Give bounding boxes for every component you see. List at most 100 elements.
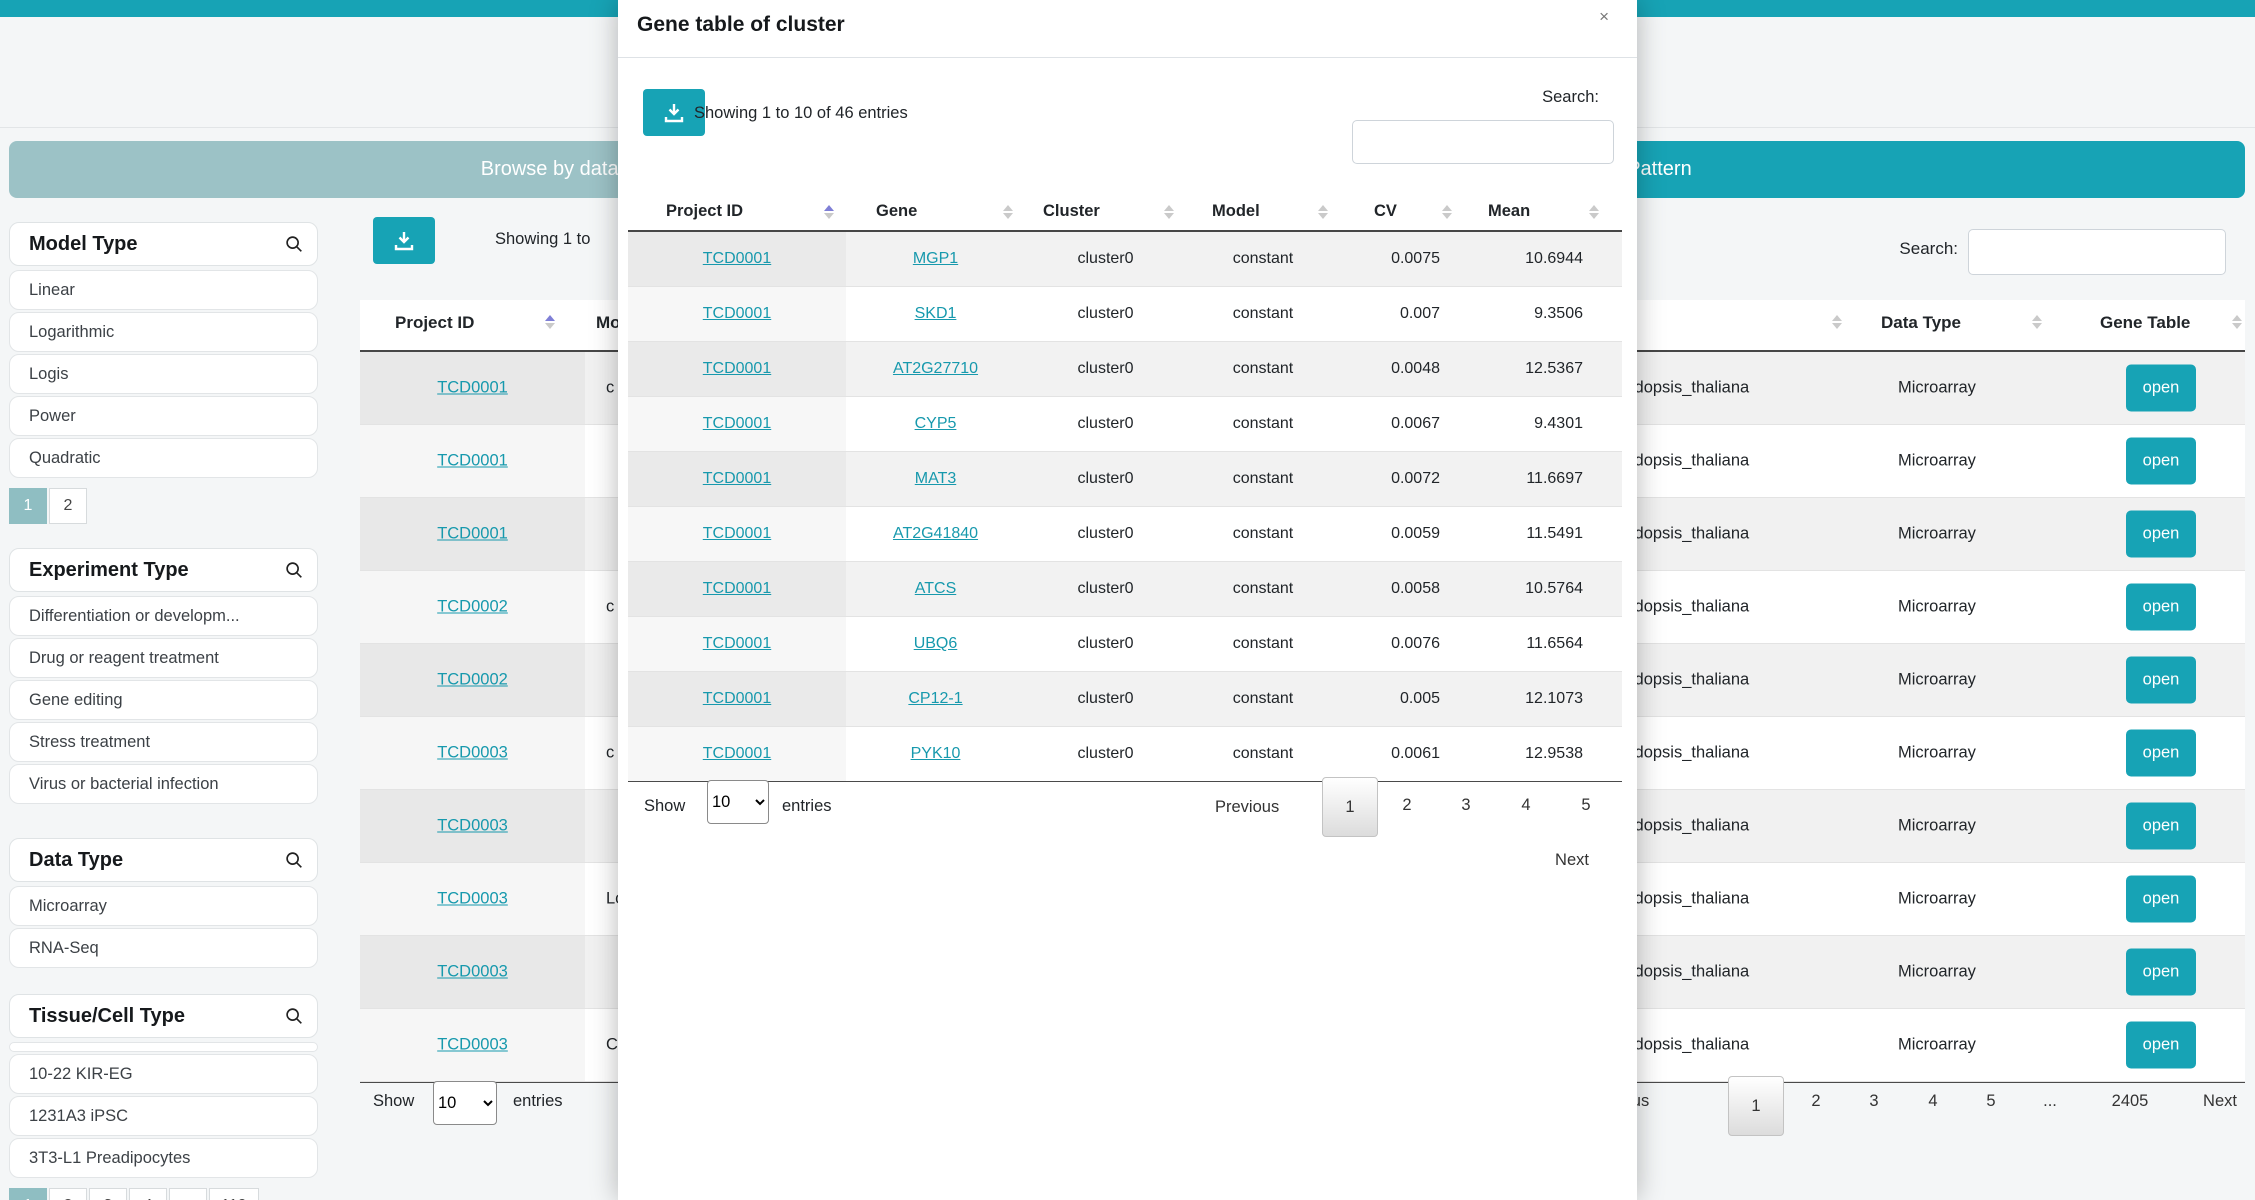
search-icon[interactable] (283, 1005, 305, 1027)
page-button[interactable]: 4 (1521, 796, 1531, 814)
gene-link[interactable]: ATCS (914, 580, 957, 597)
column-header-model[interactable]: Model (1212, 202, 1260, 220)
sort-icon[interactable] (1164, 204, 1174, 219)
page-button[interactable]: 2 (1402, 796, 1412, 814)
sidebar-item-differentiation[interactable]: Differentiation or developm... (9, 596, 318, 636)
project-link[interactable]: TCD0001 (702, 470, 772, 487)
sort-icon[interactable] (1442, 204, 1452, 219)
modal-search-input[interactable] (1352, 120, 1614, 164)
project-link[interactable]: TCD0001 (702, 250, 772, 267)
column-header-project-id[interactable]: Project ID (666, 202, 744, 220)
project-link[interactable]: TCD0002 (437, 670, 508, 689)
project-link[interactable]: TCD0001 (702, 635, 772, 652)
close-icon[interactable]: × (1593, 6, 1615, 28)
sort-icon[interactable] (2232, 315, 2242, 329)
project-link[interactable]: TCD0001 (702, 525, 772, 542)
page-button[interactable]: 4 (129, 1188, 167, 1200)
project-link[interactable]: TCD0001 (437, 524, 508, 543)
gene-link[interactable]: AT2G27710 (892, 360, 979, 377)
page-button-active[interactable]: 1 (1728, 1076, 1784, 1136)
dataset-search-input[interactable] (1968, 229, 2226, 275)
sidebar-item-power[interactable]: Power (9, 396, 318, 436)
page-button[interactable]: 2405 (2111, 1092, 2149, 1110)
column-header-cluster[interactable]: Cluster (1043, 202, 1100, 220)
column-header-mean[interactable]: Mean (1488, 202, 1531, 220)
page-button[interactable]: 4 (1928, 1092, 1938, 1110)
sort-icon[interactable] (2032, 315, 2042, 329)
sidebar-item-stress-treatment[interactable]: Stress treatment (9, 722, 318, 762)
page-button[interactable]: 2 (49, 488, 87, 524)
open-gene-table-button[interactable]: open (2126, 656, 2196, 704)
open-gene-table-button[interactable]: open (2126, 364, 2196, 412)
page-button[interactable]: 5 (1581, 796, 1591, 814)
gene-link[interactable]: MAT3 (914, 470, 957, 487)
search-icon[interactable] (283, 849, 305, 871)
open-gene-table-button[interactable]: open (2126, 437, 2196, 485)
page-button[interactable]: 110 (209, 1188, 259, 1200)
search-icon[interactable] (283, 233, 305, 255)
project-link[interactable]: TCD0002 (437, 597, 508, 616)
project-link[interactable]: TCD0003 (437, 1035, 508, 1054)
sort-icon[interactable] (824, 204, 834, 219)
sidebar-item-1231a3-ipsc[interactable]: 1231A3 iPSC (9, 1096, 318, 1136)
page-button[interactable]: 3 (89, 1188, 127, 1200)
project-link[interactable]: TCD0001 (702, 415, 772, 432)
download-button[interactable] (643, 89, 705, 136)
open-gene-table-button[interactable]: open (2126, 802, 2196, 850)
project-link[interactable]: TCD0003 (437, 743, 508, 762)
project-link[interactable]: TCD0001 (702, 305, 772, 322)
sort-icon[interactable] (1589, 204, 1599, 219)
sort-icon[interactable] (1318, 204, 1328, 219)
sidebar-item-virus-infection[interactable]: Virus or bacterial infection (9, 764, 318, 804)
page-button[interactable]: 3 (1461, 796, 1471, 814)
next-button[interactable]: Next (1555, 851, 1589, 869)
sort-icon[interactable] (545, 315, 555, 329)
sidebar-item-10-22-kir-eg[interactable]: 10-22 KIR-EG (9, 1054, 318, 1094)
sort-icon[interactable] (1832, 315, 1842, 329)
column-header-cv[interactable]: CV (1374, 202, 1397, 220)
sidebar-item-rna-seq[interactable]: RNA-Seq (9, 928, 318, 968)
page-button[interactable]: 2 (1811, 1092, 1821, 1110)
open-gene-table-button[interactable]: open (2126, 948, 2196, 996)
previous-button[interactable]: Previous (1215, 798, 1280, 816)
project-link[interactable]: TCD0001 (702, 745, 772, 762)
sort-icon[interactable] (1003, 204, 1013, 219)
gene-link[interactable]: UBQ6 (913, 635, 958, 652)
sidebar-item-quadratic[interactable]: Quadratic (9, 438, 318, 478)
gene-link[interactable]: MGP1 (912, 250, 959, 267)
column-header-data-type[interactable]: Data Type (1881, 313, 1961, 332)
page-size-select[interactable]: 10 (433, 1081, 497, 1125)
page-button[interactable]: ... (169, 1188, 207, 1200)
open-gene-table-button[interactable]: open (2126, 583, 2196, 631)
page-button[interactable]: 1 (9, 1188, 47, 1200)
project-link[interactable]: TCD0003 (437, 816, 508, 835)
next-button[interactable]: Next (2203, 1092, 2237, 1110)
project-link[interactable]: TCD0001 (702, 360, 772, 377)
page-button[interactable]: 3 (1869, 1092, 1879, 1110)
sidebar-item-logarithmic[interactable]: Logarithmic (9, 312, 318, 352)
gene-link[interactable]: AT2G41840 (892, 525, 979, 542)
page-size-select[interactable]: 10 (707, 780, 769, 824)
search-icon[interactable] (283, 559, 305, 581)
open-gene-table-button[interactable]: open (2126, 875, 2196, 923)
gene-link[interactable]: CP12-1 (908, 690, 963, 707)
gene-link[interactable]: CYP5 (914, 415, 957, 432)
page-button[interactable]: 2 (49, 1188, 87, 1200)
page-button-active[interactable]: 1 (1322, 777, 1378, 837)
gene-link[interactable]: SKD1 (914, 305, 957, 322)
sidebar-item-gene-editing[interactable]: Gene editing (9, 680, 318, 720)
project-link[interactable]: TCD0001 (702, 580, 772, 597)
column-header-gene-table[interactable]: Gene Table (2100, 313, 2191, 332)
open-gene-table-button[interactable]: open (2126, 729, 2196, 777)
sidebar-item-linear[interactable]: Linear (9, 270, 318, 310)
project-link[interactable]: TCD0003 (437, 962, 508, 981)
page-button[interactable]: 1 (9, 488, 47, 524)
project-link[interactable]: TCD0001 (437, 378, 508, 397)
column-header-project-id[interactable]: Project ID (395, 313, 475, 332)
column-header-gene[interactable]: Gene (876, 202, 918, 220)
project-link[interactable]: TCD0001 (437, 451, 508, 470)
open-gene-table-button[interactable]: open (2126, 510, 2196, 558)
download-button[interactable] (373, 217, 435, 264)
open-gene-table-button[interactable]: open (2126, 1021, 2196, 1069)
page-button[interactable]: 5 (1986, 1092, 1996, 1110)
